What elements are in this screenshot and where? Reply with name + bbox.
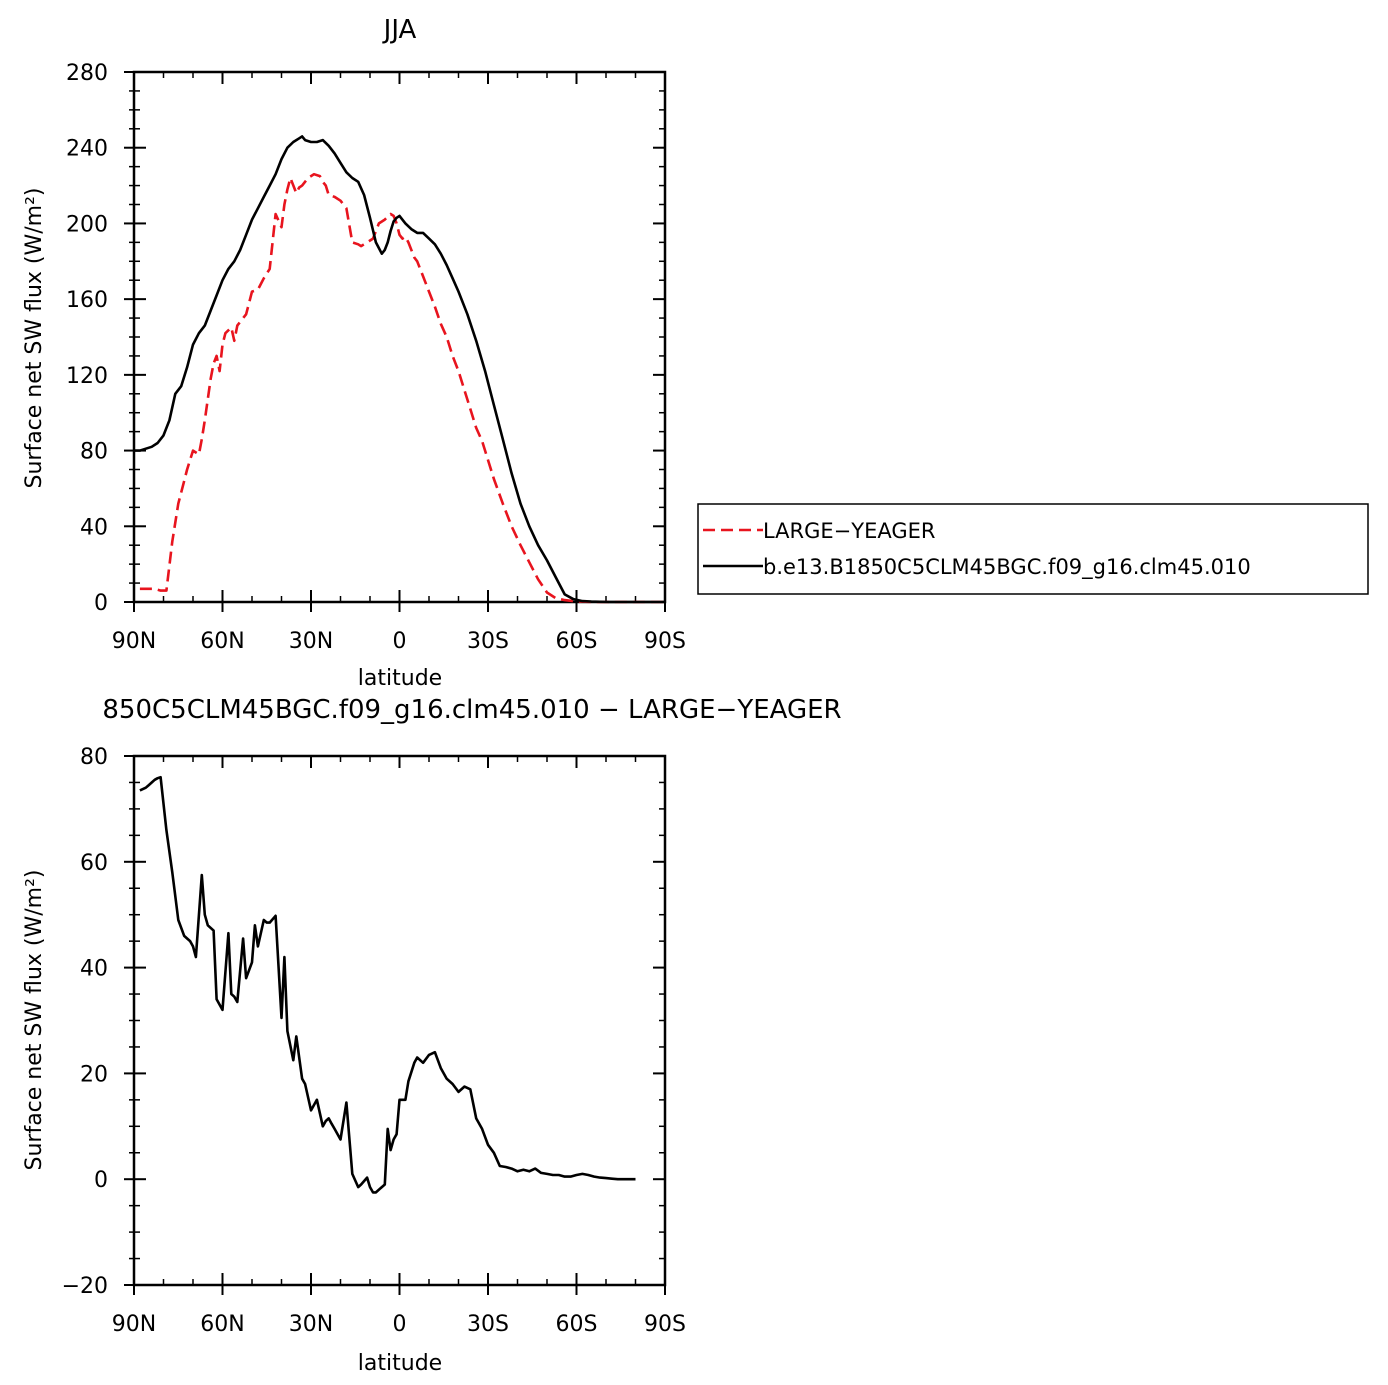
y-tick-label: 280 — [66, 61, 108, 86]
bottom-chart-panel: 850C5CLM45BGC.f09_g16.clm45.010 − LARGE−… — [22, 695, 842, 1376]
x-tick-label: 0 — [393, 629, 407, 654]
top-chart-x-axis-label: latitude — [358, 666, 442, 691]
x-tick-label: 60N — [200, 629, 244, 654]
bottom-chart-y-axis-label: Surface net SW flux (W/m²) — [22, 869, 47, 1170]
bottom-chart-title: 850C5CLM45BGC.f09_g16.clm45.010 − LARGE−… — [102, 695, 841, 725]
y-tick-label: 160 — [66, 288, 108, 313]
series-line-0 — [139, 172, 665, 604]
x-tick-label: 30N — [289, 629, 333, 654]
top-chart-y-tick-labels: 0 40 80 120 160 200 240 280 — [66, 61, 108, 616]
x-tick-label: 90S — [644, 629, 686, 654]
y-tick-label: 0 — [94, 591, 108, 616]
y-tick-label: 120 — [66, 364, 108, 389]
x-tick-label: 60S — [556, 629, 598, 654]
x-tick-label: 90N — [112, 629, 156, 654]
bottom-chart-plot-area — [124, 754, 667, 1295]
y-tick-label: 0 — [94, 1168, 108, 1193]
series-line-0 — [139, 775, 636, 1194]
top-chart-x-tick-labels: 90N 60N 30N 0 30S 60S 90S — [112, 629, 686, 654]
plot-frame — [132, 754, 667, 1287]
x-tick-label: 90S — [644, 1312, 686, 1337]
top-chart-y-axis-label: Surface net SW flux (W/m²) — [22, 187, 47, 488]
y-tick-label: 40 — [80, 957, 108, 982]
bottom-chart-x-axis-label: latitude — [358, 1351, 442, 1376]
series-line-1 — [134, 135, 665, 604]
y-tick-label: 20 — [80, 1062, 108, 1087]
bottom-chart-x-tick-labels: 90N 60N 30N 0 30S 60S 90S — [112, 1312, 686, 1337]
top-chart-panel: JJA 90N 60N 30N 0 30S 60S 90S 0 40 80 120 160 200 24… — [22, 15, 686, 691]
y-tick-label: 60 — [80, 851, 108, 876]
y-tick-label: 80 — [80, 440, 108, 465]
legend-label-model-run: b.e13.B1850C5CLM45BGC.f09_g16.clm45.010 — [763, 555, 1251, 580]
y-tick-label: 40 — [80, 515, 108, 540]
y-tick-label: 80 — [80, 745, 108, 770]
x-tick-label: 30S — [467, 629, 509, 654]
top-chart-title: JJA — [382, 15, 417, 45]
y-tick-label: −20 — [62, 1274, 108, 1299]
legend: LARGE−YEAGER b.e13.B1850C5CLM45BGC.f09_g… — [697, 503, 1369, 595]
legend-label-large-yeager: LARGE−YEAGER — [763, 519, 936, 543]
top-chart-plot-area — [124, 70, 667, 612]
x-tick-label: 30S — [467, 1312, 509, 1337]
x-tick-label: 60S — [556, 1312, 598, 1337]
legend-box — [697, 503, 1369, 595]
bottom-chart-y-tick-labels: −20 0 20 40 60 80 — [62, 745, 108, 1299]
y-tick-label: 200 — [66, 212, 108, 237]
x-tick-label: 60N — [200, 1312, 244, 1337]
plot-frame — [132, 70, 667, 604]
x-tick-label: 0 — [393, 1312, 407, 1337]
x-tick-label: 90N — [112, 1312, 156, 1337]
y-tick-label: 240 — [66, 137, 108, 162]
x-tick-label: 30N — [289, 1312, 333, 1337]
